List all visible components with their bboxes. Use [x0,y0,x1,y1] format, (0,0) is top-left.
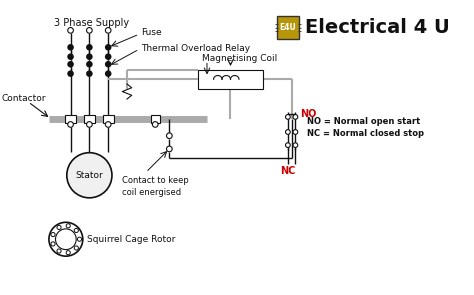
Circle shape [86,53,93,60]
FancyBboxPatch shape [65,115,76,122]
Text: Contactor: Contactor [2,94,46,103]
Circle shape [74,246,78,250]
Circle shape [68,27,73,33]
FancyBboxPatch shape [151,115,160,122]
Circle shape [68,122,73,127]
Circle shape [87,27,92,33]
Circle shape [67,70,74,77]
Text: Stator: Stator [75,171,103,180]
Circle shape [67,44,74,51]
Circle shape [105,44,111,51]
Circle shape [57,249,61,253]
Circle shape [153,122,158,127]
FancyBboxPatch shape [102,115,114,122]
Circle shape [87,122,92,127]
Circle shape [293,114,298,119]
Circle shape [57,225,61,230]
Circle shape [66,224,70,228]
Circle shape [86,44,93,51]
FancyBboxPatch shape [277,16,299,39]
Text: Thermal Overload Relay: Thermal Overload Relay [141,44,250,53]
Circle shape [51,242,55,246]
Circle shape [55,229,76,250]
Text: Magnetising Coil: Magnetising Coil [202,54,277,63]
Text: NO: NO [300,109,317,119]
Circle shape [77,237,82,241]
Text: Contact to keep
coil energised: Contact to keep coil energised [122,176,189,197]
Text: NO = Normal open start: NO = Normal open start [307,117,420,126]
Circle shape [67,61,74,68]
Circle shape [285,130,290,134]
Text: E4U: E4U [280,23,296,32]
Circle shape [105,53,111,60]
Circle shape [166,133,172,139]
Circle shape [105,70,111,77]
Circle shape [66,250,70,255]
Circle shape [67,153,112,198]
FancyBboxPatch shape [84,115,95,122]
Circle shape [51,232,55,237]
Circle shape [74,228,78,232]
Text: Squirrel Cage Rotor: Squirrel Cage Rotor [88,235,176,244]
Text: Electrical 4 U: Electrical 4 U [305,18,449,37]
Circle shape [67,53,74,60]
Circle shape [285,143,290,148]
Circle shape [105,122,111,127]
Circle shape [166,146,172,152]
Circle shape [105,61,111,68]
Text: NC = Normal closed stop: NC = Normal closed stop [307,130,424,138]
Circle shape [285,114,290,119]
Text: 3 Phase Supply: 3 Phase Supply [54,18,129,28]
Circle shape [86,61,93,68]
Text: NC: NC [280,166,296,176]
Circle shape [86,70,93,77]
FancyBboxPatch shape [198,70,264,89]
Circle shape [49,222,83,256]
Circle shape [293,130,298,134]
Circle shape [293,143,298,148]
Circle shape [105,27,111,33]
Text: Fuse: Fuse [141,28,162,37]
